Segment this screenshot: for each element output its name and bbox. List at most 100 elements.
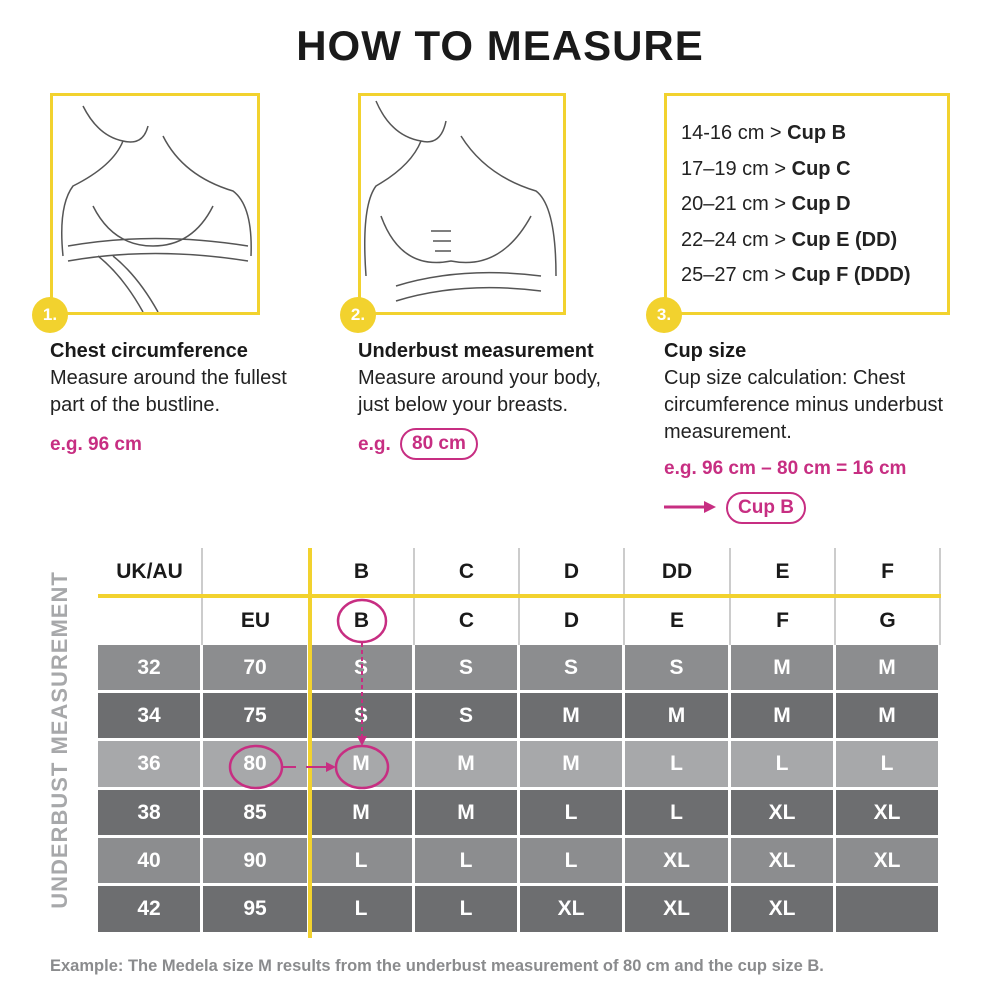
size-cell: L	[520, 838, 625, 886]
size-cell: L	[625, 790, 731, 838]
size-cell: L	[625, 741, 731, 790]
cup-name: Cup D	[791, 193, 851, 215]
size-cell: M	[310, 741, 415, 790]
eu-cup: G	[836, 596, 941, 645]
header-label: EU	[203, 596, 310, 645]
size-cell: XL	[836, 790, 941, 838]
title: HOW TO MEASURE	[296, 22, 704, 69]
step-number: 2.	[340, 297, 376, 333]
uk-cup: B	[310, 548, 415, 596]
uk-cup: E	[731, 548, 836, 596]
step-example: 80 cm	[400, 428, 478, 460]
eu-cup: F	[731, 596, 836, 645]
step-number: 1.	[32, 297, 68, 333]
uk-band: 32	[98, 645, 203, 693]
size-cell: M	[625, 693, 731, 741]
eu-cup: D	[520, 596, 625, 645]
cup-range: 20–21 cm >	[681, 193, 787, 215]
step-result: Cup B	[726, 492, 806, 524]
step-text: Measure around your body,	[358, 367, 602, 389]
step-example-prefix: e.g.	[358, 434, 391, 455]
step-text: measurement.	[664, 421, 792, 443]
step-example: e.g. 96 cm	[50, 434, 142, 455]
size-cell: M	[520, 693, 625, 741]
header-label: UK/AU	[98, 548, 203, 596]
cup-range: 22–24 cm >	[681, 228, 787, 251]
size-cell: XL	[625, 886, 731, 935]
eu-band: 70	[203, 645, 310, 693]
size-cell: M	[415, 741, 520, 790]
uk-band: 40	[98, 838, 203, 886]
footnote: Example: The Medela size M results from …	[50, 957, 824, 975]
eu-cup: E	[625, 596, 731, 645]
size-cell: L	[310, 886, 415, 935]
size-cell: M	[310, 790, 415, 838]
eu-band: 90	[203, 838, 310, 886]
cup-row: 14-16 cm > Cup B	[681, 122, 846, 145]
uk-band: 36	[98, 741, 203, 790]
size-cell: M	[731, 645, 836, 693]
illustration-box	[358, 93, 566, 315]
cup-name: Cup F (DDD)	[791, 264, 911, 286]
step-text: part of the bustline.	[50, 394, 221, 416]
step-heading: Underbust measurement	[358, 340, 594, 362]
uk-cup: C	[415, 548, 520, 596]
size-cell: S	[310, 693, 415, 741]
illustration	[61, 105, 252, 313]
size-cell	[836, 886, 941, 935]
step-heading: Cup size	[664, 340, 747, 362]
size-cell: L	[731, 741, 836, 790]
uk-cup: F	[836, 548, 941, 596]
size-cell: XL	[520, 886, 625, 935]
cup-row: 17–19 cm > Cup C	[681, 158, 851, 181]
size-cell: M	[836, 693, 941, 741]
step-text: circumference minus underbust	[664, 394, 944, 416]
eu-cup: C	[415, 596, 520, 645]
cup-name: Cup C	[791, 157, 851, 180]
size-cell: M	[731, 693, 836, 741]
uk-cup: D	[520, 548, 625, 596]
size-cell: M	[415, 790, 520, 838]
cup-range: 14-16 cm >	[681, 122, 782, 144]
illustration-box	[50, 93, 260, 315]
eu-cup: B	[310, 596, 415, 645]
cup-row: 20–21 cm > Cup D	[681, 193, 851, 216]
size-cell: XL	[836, 838, 941, 886]
cup-range: 25–27 cm >	[681, 264, 787, 286]
size-cell: S	[415, 693, 520, 741]
cup-row: 25–27 cm > Cup F (DDD)	[681, 264, 911, 287]
step-text: Measure around the fullest	[50, 367, 287, 389]
uk-band: 42	[98, 886, 203, 935]
uk-band: 38	[98, 790, 203, 838]
illustration	[364, 100, 557, 302]
eu-band: 75	[203, 693, 310, 741]
step-heading: Chest circumference	[50, 340, 248, 362]
size-cell: XL	[731, 790, 836, 838]
step-text: Cup size calculation: Chest	[664, 367, 906, 389]
side-label: UNDERBUST MEASUREMENT	[47, 571, 72, 909]
step-example: e.g. 96 cm – 80 cm = 16 cm	[664, 458, 907, 479]
eu-band: 85	[203, 790, 310, 838]
size-cell: S	[520, 645, 625, 693]
size-cell: L	[415, 838, 520, 886]
size-cell: L	[415, 886, 520, 935]
size-cell: M	[836, 645, 941, 693]
size-cell: S	[625, 645, 731, 693]
cup-range: 17–19 cm >	[681, 157, 787, 180]
eu-band: 95	[203, 886, 310, 935]
size-cell: L	[310, 838, 415, 886]
uk-cup: DD	[625, 548, 731, 596]
cup-name: Cup E (DD)	[791, 228, 898, 251]
header-empty	[98, 596, 203, 645]
size-cell: XL	[625, 838, 731, 886]
eu-band: 80	[203, 741, 310, 790]
step-number: 3.	[646, 297, 682, 333]
size-cell: XL	[731, 838, 836, 886]
header-empty	[203, 548, 310, 596]
cup-row: 22–24 cm > Cup E (DD)	[681, 229, 897, 252]
size-cell: M	[520, 741, 625, 790]
size-cell: S	[415, 645, 520, 693]
size-cell: L	[520, 790, 625, 838]
uk-band: 34	[98, 693, 203, 741]
